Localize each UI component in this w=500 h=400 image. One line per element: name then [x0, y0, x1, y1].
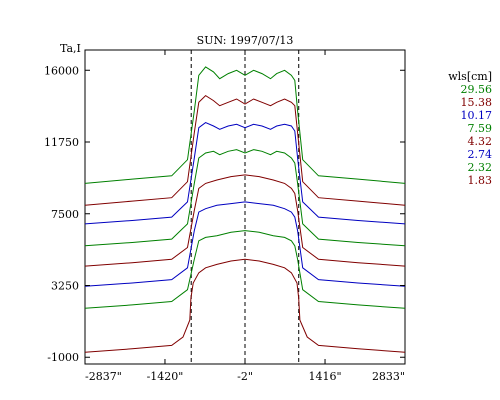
legend-title: wls[cm] [448, 70, 492, 83]
legend-entry: 2.32 [467, 161, 493, 174]
legend-entry: 29.56 [460, 83, 493, 96]
legend-entry: 4.32 [467, 135, 493, 148]
legend-entry: 10.17 [460, 109, 493, 122]
chart-title: SUN: 1997/07/13 [197, 34, 294, 47]
series-line [84, 174, 406, 267]
y-tick-label: -1000 [47, 351, 79, 364]
y-tick-label: 3250 [51, 280, 79, 293]
series-line [84, 201, 406, 287]
legend: wls[cm] 29.56 15.38 10.17 7.59 4.32 2.74 2.32 1… [440, 70, 492, 187]
series-line [84, 66, 406, 184]
x-tick-label: -1420" [147, 370, 184, 383]
legend-entry: 2.74 [467, 148, 493, 161]
y-tick-label: 11750 [44, 136, 79, 149]
x-tick-label: 2833" [372, 370, 405, 383]
y-tick-label: 7500 [51, 208, 79, 221]
x-tick-label: -2837" [85, 370, 122, 383]
series-line [84, 230, 406, 309]
series-line [84, 94, 406, 206]
series-line [84, 122, 406, 225]
legend-entry: 15.38 [460, 96, 493, 109]
x-tick-label: -2" [237, 370, 253, 383]
y-tick-label: 16000 [44, 64, 79, 77]
legend-entry: 1.83 [467, 174, 493, 187]
series-line [84, 258, 406, 353]
legend-entry: 7.59 [467, 122, 493, 135]
y-axis-label: Ta,I [60, 42, 81, 55]
series-line [84, 149, 406, 247]
x-tick-label: 1416" [308, 370, 341, 383]
